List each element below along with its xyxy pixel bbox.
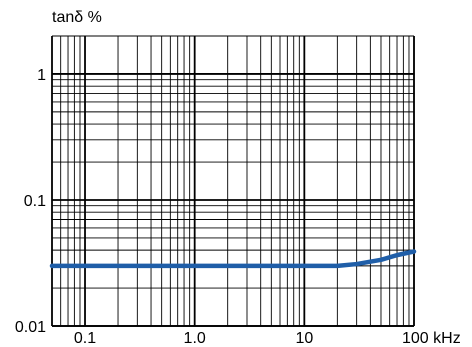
x-tick-label: 10: [295, 330, 313, 347]
y-tick-label: 0.1: [24, 193, 46, 210]
y-axis-label: tanδ %: [52, 9, 102, 26]
tick-labels: 0.1 1.0 10 100 kHz 1 0.1 0.01: [15, 67, 461, 347]
x-tick-label: 1.0: [184, 330, 206, 347]
x-tick-label: 0.1: [74, 330, 96, 347]
x-tick-label: 100 kHz: [402, 330, 461, 347]
series-line: [49, 249, 417, 269]
y-tick-label: 0.01: [15, 319, 46, 336]
grid: [51, 35, 415, 327]
plot-border: [51, 36, 415, 327]
series-layer: [49, 249, 417, 269]
y-tick-label: 1: [37, 67, 46, 84]
